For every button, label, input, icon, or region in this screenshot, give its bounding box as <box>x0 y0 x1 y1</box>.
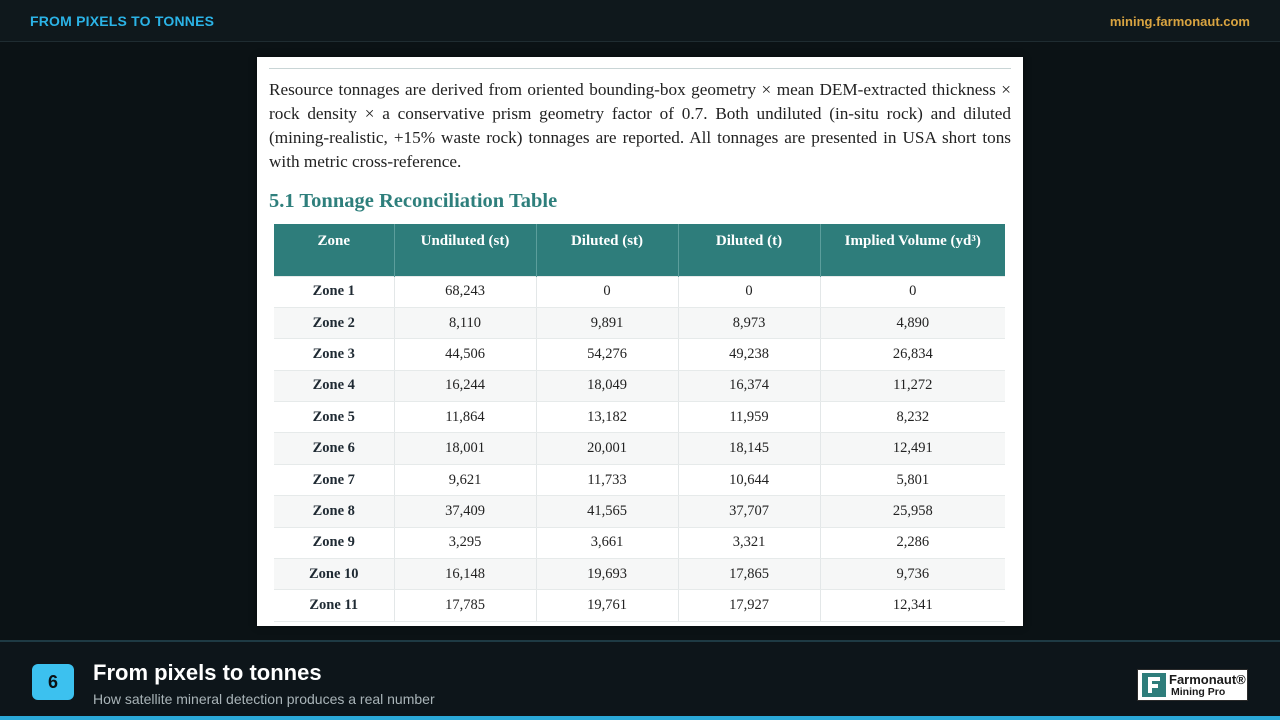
value-cell: 25,958 <box>820 495 1005 528</box>
value-cell: 17,785 <box>394 589 537 622</box>
accent-stripe <box>0 716 1280 720</box>
slide-number-badge: 6 <box>32 664 74 700</box>
section-label: FROM PIXELS TO TONNES <box>30 13 215 29</box>
zone-cell: Zone 10 <box>274 558 395 591</box>
column-header: Zone <box>274 224 395 276</box>
divider <box>269 68 1011 69</box>
value-cell: 16,374 <box>678 370 821 403</box>
logo-subtitle: Mining Pro <box>1171 686 1226 698</box>
bottom-bar: 6 From pixels to tonnes How satellite mi… <box>0 640 1280 720</box>
value-cell: 9,891 <box>536 307 679 340</box>
value-cell: 16,244 <box>394 370 537 403</box>
value-cell: 0 <box>536 275 679 308</box>
value-cell: 37,707 <box>678 495 821 528</box>
value-cell: 44,506 <box>394 338 537 371</box>
slide-title: From pixels to tonnes <box>93 660 322 685</box>
value-cell: 26,834 <box>820 338 1005 371</box>
logo-name: Farmonaut® <box>1169 672 1246 687</box>
column-header: Undiluted (st) <box>394 224 537 276</box>
value-cell: 37,409 <box>394 495 537 528</box>
value-cell: 12,491 <box>820 432 1005 465</box>
value-cell: 11,959 <box>678 401 821 434</box>
value-cell: 5,801 <box>820 464 1005 497</box>
value-cell: 4,890 <box>820 307 1005 340</box>
value-cell: 11,864 <box>394 401 537 434</box>
value-cell: 13,182 <box>536 401 679 434</box>
value-cell: 18,145 <box>678 432 821 465</box>
value-cell: 68,243 <box>394 275 537 308</box>
value-cell: 18,001 <box>394 432 537 465</box>
tonnage-table: Zone Undiluted (st) Diluted (st) Diluted… <box>274 224 1005 622</box>
value-cell: 0 <box>678 275 821 308</box>
value-cell: 3,321 <box>678 527 821 560</box>
intro-paragraph: Resource tonnages are derived from orien… <box>269 80 1011 171</box>
site-url[interactable]: mining.farmonaut.com <box>1109 14 1250 29</box>
zone-cell: Zone 9 <box>274 527 395 560</box>
table-row: Zone 5 11,864 13,182 11,959 8,232 <box>274 401 1005 434</box>
column-header: Diluted (t) <box>678 224 821 276</box>
slide-subtitle: How satellite mineral detection produces… <box>93 691 435 707</box>
value-cell: 8,232 <box>820 401 1005 434</box>
zone-cell: Zone 3 <box>274 338 395 371</box>
value-cell: 41,565 <box>536 495 679 528</box>
table-row: Zone 3 44,506 54,276 49,238 26,834 <box>274 338 1005 371</box>
value-cell: 49,238 <box>678 338 821 371</box>
value-cell: 3,661 <box>536 527 679 560</box>
zone-cell: Zone 2 <box>274 307 395 340</box>
value-cell: 12,341 <box>820 589 1005 622</box>
value-cell: 9,736 <box>820 558 1005 591</box>
zone-cell: Zone 8 <box>274 495 395 528</box>
value-cell: 19,761 <box>536 589 679 622</box>
zone-cell: Zone 11 <box>274 589 395 622</box>
value-cell: 3,295 <box>394 527 537 560</box>
value-cell: 11,272 <box>820 370 1005 403</box>
value-cell: 17,927 <box>678 589 821 622</box>
table-row: Zone 10 16,148 19,693 17,865 9,736 <box>274 558 1005 591</box>
table-row: Zone 8 37,409 41,565 37,707 25,958 <box>274 495 1005 528</box>
zone-cell: Zone 1 <box>274 275 395 308</box>
zone-cell: Zone 4 <box>274 370 395 403</box>
column-header: Implied Volume (yd³) <box>820 224 1005 276</box>
top-bar: FROM PIXELS TO TONNES mining.farmonaut.c… <box>0 0 1280 42</box>
table-row: Zone 4 16,244 18,049 16,374 11,272 <box>274 370 1005 403</box>
table-row: Zone 1 68,243 0 0 0 <box>274 275 1005 308</box>
value-cell: 17,865 <box>678 558 821 591</box>
column-header: Diluted (st) <box>536 224 679 276</box>
value-cell: 2,286 <box>820 527 1005 560</box>
zone-cell: Zone 5 <box>274 401 395 434</box>
section-title: 5.1 Tonnage Reconciliation Table <box>269 190 558 212</box>
value-cell: 54,276 <box>536 338 679 371</box>
value-cell: 18,049 <box>536 370 679 403</box>
table-body: Zone 1 68,243 0 0 0 Zone 2 8,110 9,891 8,973 4,89… <box>274 275 1005 622</box>
value-cell: 11,733 <box>536 464 679 497</box>
value-cell: 8,973 <box>678 307 821 340</box>
table-row: Zone 6 18,001 20,001 18,145 12,491 <box>274 432 1005 465</box>
table-row: Zone 9 3,295 3,661 3,321 2,286 <box>274 527 1005 560</box>
farmonaut-logo: Farmonaut® Mining Pro <box>1137 669 1248 701</box>
value-cell: 20,001 <box>536 432 679 465</box>
value-cell: 0 <box>820 275 1005 308</box>
zone-cell: Zone 7 <box>274 464 395 497</box>
table-row: Zone 2 8,110 9,891 8,973 4,890 <box>274 307 1005 340</box>
value-cell: 10,644 <box>678 464 821 497</box>
farmonaut-logo-icon <box>1142 673 1166 697</box>
value-cell: 8,110 <box>394 307 537 340</box>
table-header-row: Zone Undiluted (st) Diluted (st) Diluted… <box>274 224 1005 276</box>
table-row: Zone 11 17,785 19,761 17,927 12,341 <box>274 589 1005 622</box>
value-cell: 16,148 <box>394 558 537 591</box>
value-cell: 19,693 <box>536 558 679 591</box>
document-page: Resource tonnages are derived from orien… <box>257 57 1023 626</box>
table-row: Zone 7 9,621 11,733 10,644 5,801 <box>274 464 1005 497</box>
value-cell: 9,621 <box>394 464 537 497</box>
zone-cell: Zone 6 <box>274 432 395 465</box>
